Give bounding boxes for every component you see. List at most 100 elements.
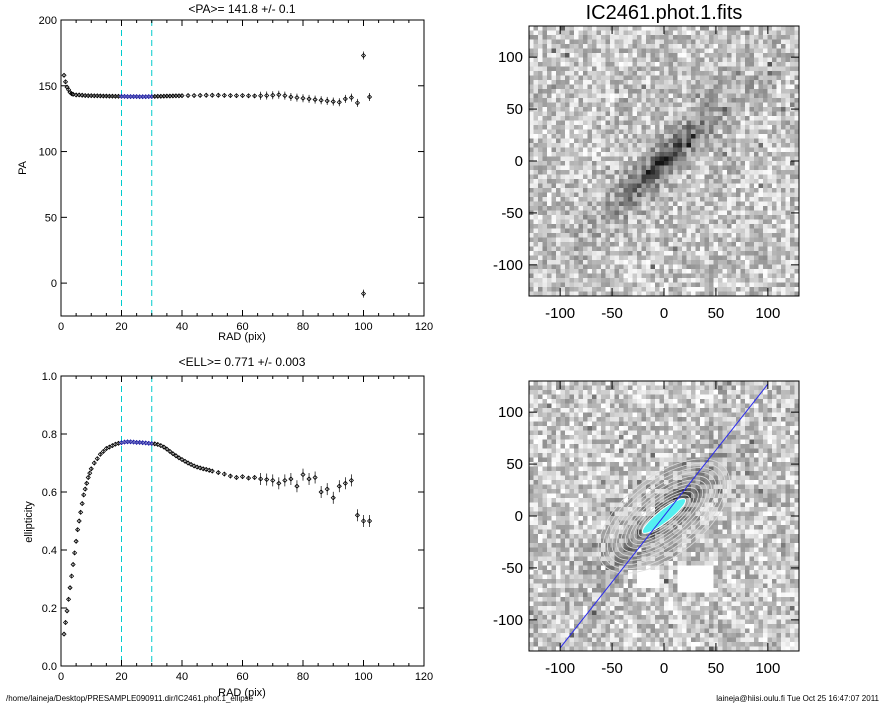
ell-xlabel: RAD (pix): [218, 687, 266, 699]
img1-pixels: [529, 26, 800, 297]
ell-point: [73, 538, 79, 544]
ell-point: [88, 466, 94, 472]
pa-ytick-label: 100: [39, 147, 57, 159]
ell-point: [348, 477, 354, 483]
pa-point: [170, 93, 176, 99]
ell-point: [76, 518, 82, 524]
img1-ytick-label: 50: [506, 101, 523, 118]
pa-point: [82, 92, 88, 99]
pa-point: [140, 94, 146, 100]
pa-point: [121, 93, 128, 99]
img2-ytick-label: 100: [498, 404, 523, 421]
img2-ytick-label: 0: [515, 508, 523, 525]
pa-point: [137, 94, 143, 100]
pa-point: [176, 93, 182, 99]
ell-point: [170, 451, 176, 457]
pa-point: [88, 93, 94, 99]
pa-ytick-label: 150: [39, 81, 57, 93]
img2-isophote: [633, 490, 695, 542]
pa-point: [209, 92, 215, 98]
pa-xtick-label: 80: [297, 321, 309, 333]
pa-point: [73, 92, 79, 98]
ell-point: [70, 561, 76, 568]
ell-point: [64, 608, 70, 614]
img1-ytick-label: 0: [515, 153, 523, 170]
ell-ytick-label: 0.2: [42, 603, 57, 615]
pa-panel: <PA>= 141.8 +/- 0.1 0 20 40 60 80 100 120 0 50 10…: [17, 2, 433, 343]
ell-point: [227, 473, 233, 479]
img1-xtick-label: -100: [545, 305, 575, 322]
ell-ytick-label: 0.4: [42, 545, 57, 557]
ell-point: [161, 444, 167, 450]
ell-xtick-label: 0: [58, 671, 64, 683]
pa-xtick-label: 0: [58, 321, 64, 333]
ell-point: [182, 458, 188, 464]
pa-point: [276, 92, 282, 98]
ell-point: [128, 439, 134, 445]
pa-point: [282, 93, 288, 99]
ell-title: <ELL>= 0.771 +/- 0.003: [179, 355, 306, 369]
pa-point: [173, 93, 179, 99]
ell-point: [324, 486, 330, 492]
footer-file-path: /home/laineja/Desktop/PRESAMPLE090911.di…: [6, 694, 254, 703]
pa-point: [215, 92, 221, 98]
img1-ytick-label: 100: [498, 49, 523, 66]
img2-isophote: [597, 458, 731, 574]
pa-point: [65, 87, 72, 93]
pa-point: [306, 96, 312, 102]
pa-point: [62, 79, 69, 85]
pa-point: [91, 93, 97, 99]
img2-xtick-label: 50: [708, 660, 725, 677]
img1-ytick-label: -100: [493, 257, 523, 274]
ell-point: [81, 492, 87, 498]
ell-point: [360, 518, 367, 524]
ell-point: [140, 440, 146, 446]
ell-point: [300, 472, 306, 478]
ell-point: [173, 453, 179, 459]
img2-isophote: [616, 475, 712, 557]
ell-point: [215, 470, 221, 476]
pa-point: [348, 95, 354, 101]
pa-point: [270, 92, 276, 98]
ell-point: [276, 480, 282, 486]
pa-point: [191, 92, 197, 99]
ell-point: [270, 477, 276, 483]
pa-point: [288, 94, 294, 100]
img2-isophote: [607, 467, 721, 565]
pa-point: [318, 97, 324, 103]
pa-point: [300, 95, 306, 101]
pa-point: [100, 93, 106, 99]
ell-ytick-label: 0.6: [42, 487, 57, 499]
pa-point: [252, 93, 258, 99]
pa-point: [128, 93, 134, 100]
pa-point: [258, 93, 264, 99]
pa-point: [134, 93, 140, 100]
pa-plot-area: 0 20 40 60 80 100 120 0 50 100 150 200: [39, 15, 434, 333]
img2-isophote: [611, 471, 717, 561]
ell-point: [258, 476, 264, 482]
img2-ytick-label: -50: [501, 560, 523, 577]
ell-point: [354, 512, 361, 518]
pa-xtick-label: 20: [115, 321, 127, 333]
ell-point: [342, 480, 348, 486]
ell-point: [72, 550, 78, 556]
pa-point: [312, 97, 318, 103]
ell-xtick-label: 20: [115, 671, 127, 683]
pa-point: [179, 93, 185, 99]
ell-point: [131, 439, 137, 445]
ell-point: [134, 439, 140, 445]
pa-title: <PA>= 141.8 +/- 0.1: [188, 2, 296, 16]
pa-point: [264, 92, 270, 99]
img1-ytick-label: -50: [501, 205, 523, 222]
pa-point: [124, 93, 131, 100]
ell-point: [87, 470, 93, 476]
ell-point: [306, 476, 312, 482]
ell-point: [336, 483, 342, 489]
pa-point: [94, 93, 100, 99]
pa-point: [330, 98, 336, 105]
img1-xtick-label: 50: [708, 305, 725, 322]
ell-point: [137, 439, 143, 445]
img2-ytick-label: 50: [506, 456, 523, 473]
ell-xtick-label: 60: [236, 671, 248, 683]
